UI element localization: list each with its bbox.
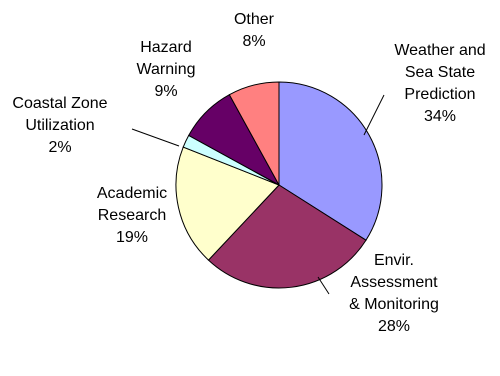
slice-label-weather-and-sea-state-prediction: Weather and Sea State Prediction 34% [394, 42, 485, 125]
slice-name-label: Academic [97, 185, 167, 202]
pie-slices [175, 81, 383, 289]
slice-name-label: Coastal Zone [12, 95, 107, 112]
slice-label-envir-assessment-monitoring: Envir. Assessment & Monitoring 28% [349, 252, 439, 335]
slice-label-other: Other 8% [234, 11, 275, 50]
slice-name-label: Assessment [350, 274, 438, 291]
slice-label-academic-research: Academic Research 19% [97, 185, 167, 246]
slice-name-label: Weather and [394, 42, 485, 59]
slice-percent-label: 19% [116, 229, 148, 246]
slice-name-label: Research [98, 207, 166, 224]
slice-percent-label: 8% [242, 33, 265, 50]
slice-name-label: Envir. [374, 252, 414, 269]
leader-line-envir-assessment-monitoring [317, 276, 330, 295]
slice-percent-label: 2% [48, 139, 71, 156]
slice-label-hazard-warning: Hazard Warning 9% [137, 39, 196, 100]
slice-percent-label: 28% [378, 318, 410, 335]
pie-slice-weather-and-sea-state-prediction [278, 81, 383, 241]
slice-name-label: Warning [137, 61, 196, 78]
slice-percent-label: 34% [424, 108, 456, 125]
pie-slice-other [228, 81, 280, 186]
slice-name-label: Sea State [405, 64, 475, 81]
slice-name-label: Prediction [404, 86, 475, 103]
pie-labels: Weather and Sea State Prediction 34% Envir. A… [12, 11, 485, 335]
slice-percent-label: 9% [154, 83, 177, 100]
leader-line-weather-and-sea-state-prediction [363, 94, 385, 136]
slice-label-coastal-zone-utilization: Coastal Zone Utilization 2% [12, 95, 107, 156]
pie-leader-lines [131, 94, 385, 295]
slice-name-label: & Monitoring [349, 296, 439, 313]
slice-name-label: Utilization [25, 117, 94, 134]
slice-name-label: Other [234, 11, 275, 28]
leader-line-coastal-zone-utilization [131, 128, 180, 147]
pie-slice-envir-assessment-monitoring [207, 184, 367, 289]
slice-name-label: Hazard [140, 39, 192, 56]
